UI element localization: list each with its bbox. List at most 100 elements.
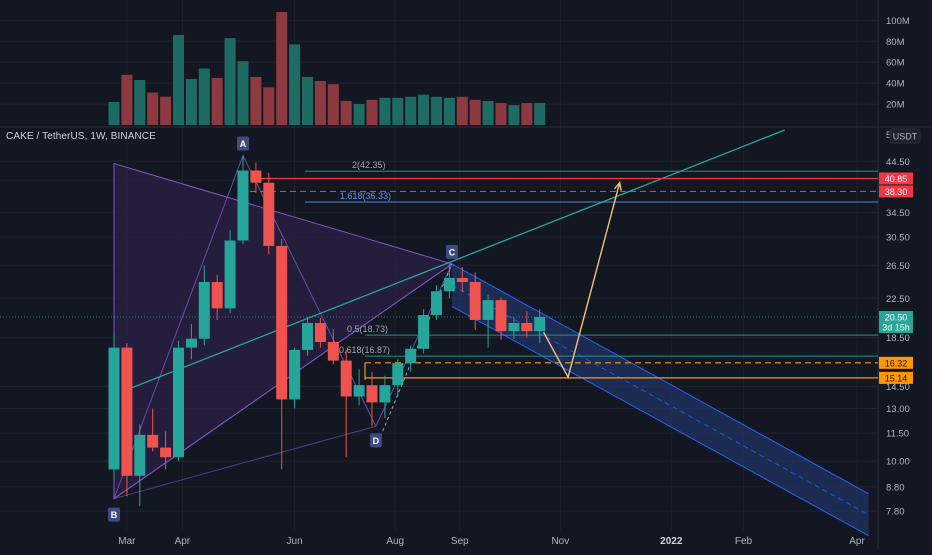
pattern-point-b: B	[108, 507, 120, 522]
volume-bar	[521, 103, 533, 125]
price-axis-label: 14.50	[886, 382, 910, 393]
channel-upper-line	[451, 263, 869, 495]
volume-bar	[353, 104, 365, 125]
candle-body	[482, 300, 494, 320]
candle	[108, 333, 120, 481]
pattern-point-badge	[237, 136, 249, 151]
pattern-point-label: D	[373, 436, 380, 446]
candles	[108, 155, 546, 507]
candle	[405, 345, 417, 372]
volume-bar	[431, 96, 442, 125]
pattern-point-label: A	[240, 139, 247, 149]
volume-bar	[482, 100, 494, 125]
volume-bar	[134, 80, 146, 125]
channel-lower-line	[451, 306, 869, 537]
candle	[469, 272, 481, 331]
pattern-point-badge	[369, 433, 382, 448]
volume-bar	[366, 99, 378, 125]
support-price-tag-text: 16.32	[885, 358, 908, 368]
last-price-tag: 20.50	[879, 310, 913, 323]
time-axis: Mar Apr Jun Aug Sep Nov 2022 Feb Apr	[118, 536, 865, 547]
pattern-point-a: A	[237, 136, 249, 151]
countdown-tag-text: 3d 15h	[882, 322, 910, 332]
support-price-tag: 16.32	[879, 356, 913, 369]
volume-bar	[160, 96, 172, 125]
candle-body	[160, 447, 172, 458]
volume-axis-label: 80M	[886, 37, 905, 48]
candle-body	[366, 385, 378, 403]
candle	[340, 349, 352, 458]
candle	[534, 309, 546, 344]
volume-axis-label: 100M	[886, 16, 910, 27]
price-axis-label: 44.50	[886, 157, 910, 168]
volume-axis-label: 40M	[886, 79, 905, 90]
currency-badge-text: USDT	[893, 132, 918, 142]
currency-badge-box	[889, 128, 921, 144]
candle-body	[147, 434, 159, 448]
candle-body	[379, 385, 391, 403]
candle-body	[353, 385, 365, 397]
volume-bar	[289, 44, 301, 126]
candle	[237, 155, 249, 244]
volume-bar	[405, 96, 417, 125]
candle-body	[495, 300, 507, 332]
volume-bar	[276, 12, 288, 125]
volume-bar	[224, 38, 236, 125]
time-axis-label: Mar	[118, 536, 136, 547]
volume-axis-label: 20M	[886, 100, 905, 111]
price-axis-label: 11.50	[886, 429, 909, 440]
candle-body	[469, 282, 481, 320]
candle	[482, 294, 494, 348]
volume-bar	[443, 97, 455, 125]
volume-bar	[263, 87, 275, 125]
candle	[250, 162, 262, 194]
time-axis-label: Feb	[735, 536, 753, 547]
candle	[443, 263, 455, 299]
fib-label: 2(42.35)	[352, 160, 386, 170]
volume-bar	[327, 84, 339, 125]
pattern-point-label: B	[111, 510, 118, 520]
price-axis-label: 7.80	[886, 507, 905, 518]
candle-body	[108, 347, 120, 470]
support-price-tag-box	[879, 371, 913, 384]
volume-bar	[340, 100, 352, 125]
price-axis-label: 22.50	[886, 294, 910, 305]
volume-bar	[508, 105, 520, 125]
pattern-point-badge	[108, 507, 120, 522]
price-axis-label: 10.00	[886, 457, 910, 468]
candle	[173, 340, 184, 462]
candle-body	[185, 338, 197, 348]
volume-axis: 100M 80M 60M 40M 20M	[886, 16, 910, 111]
last-price-tag-text: 20.50	[885, 312, 908, 322]
candle	[198, 265, 210, 346]
volume-axis-label: 60M	[886, 58, 905, 69]
volume-bar	[534, 103, 546, 125]
time-axis-label: Apr	[849, 536, 865, 547]
candle-body	[443, 277, 455, 292]
candle	[456, 266, 468, 293]
candle-body	[340, 360, 352, 397]
volume-bar	[495, 103, 507, 125]
volume-bar	[392, 97, 404, 125]
price-axis-label: 34.50	[886, 208, 910, 219]
support-price-tag-text: 15.14	[885, 373, 908, 383]
support-price-tag: 15.14	[879, 371, 913, 384]
price-axis-label: 8.80	[886, 482, 905, 493]
candle-body	[392, 363, 404, 386]
volume-bar	[121, 74, 133, 125]
price-axis-label: 13.00	[886, 404, 910, 415]
volume-bar	[250, 76, 262, 125]
candle-body	[534, 316, 546, 332]
price-axis-label: 30.50	[886, 233, 910, 244]
pattern-point-label: C	[449, 247, 456, 257]
volume-bar	[314, 81, 326, 125]
candle-body	[418, 315, 430, 349]
candle	[508, 316, 520, 339]
volume-bar	[456, 96, 468, 125]
candle	[521, 311, 533, 338]
candle	[392, 359, 404, 397]
fib-label: 0.5(18.73)	[347, 324, 388, 334]
symbol-title: CAKE / TetherUS, 1W, BINANCE	[6, 131, 156, 142]
